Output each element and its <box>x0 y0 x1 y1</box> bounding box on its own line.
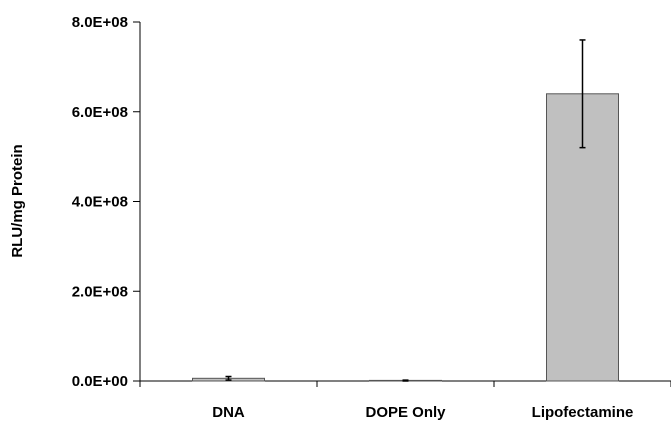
y-tick-label: 6.0E+08 <box>72 104 128 121</box>
x-category-label: Lipofectamine <box>532 404 634 421</box>
y-tick-label: 4.0E+08 <box>72 194 128 211</box>
bars <box>192 93 619 382</box>
y-tick-label: 8.0E+08 <box>72 14 128 31</box>
x-category-label: DNA <box>212 404 245 421</box>
y-ticks: 0.0E+00 2.0E+08 4.0E+08 6.0E+08 8.0E+08 <box>72 14 140 390</box>
x-ticks: DNA DOPE Only Lipofectamine <box>139 381 671 421</box>
y-axis-title: RLU/mg Protein <box>9 144 26 257</box>
error-bars <box>225 39 586 382</box>
y-tick-label: 2.0E+08 <box>72 283 128 300</box>
y-tick-label: 0.0E+00 <box>72 373 128 390</box>
x-category-label: DOPE Only <box>365 404 446 421</box>
